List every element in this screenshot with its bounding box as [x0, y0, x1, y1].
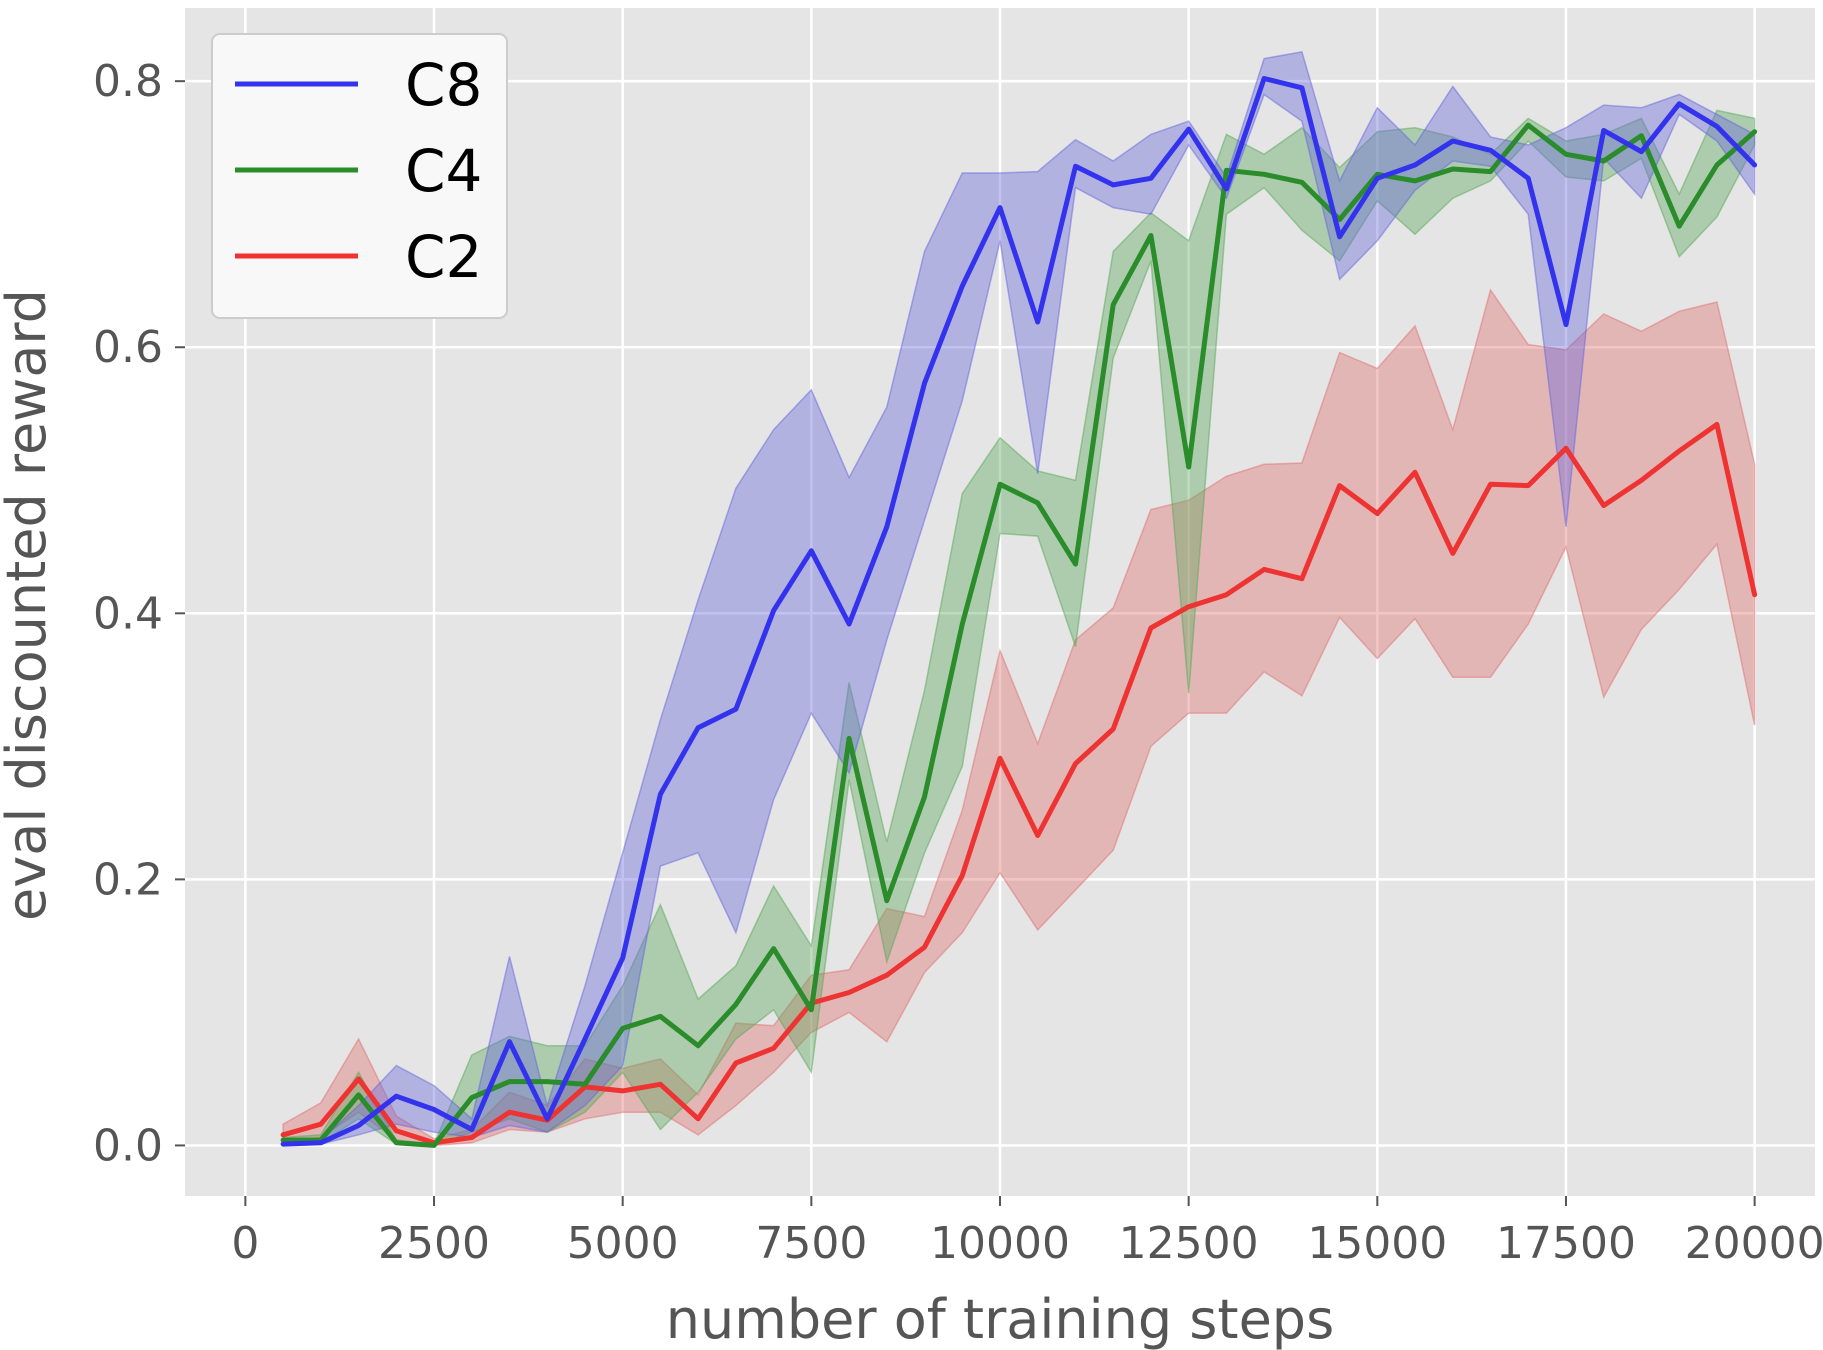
- y-tick-label: 0.0: [93, 1120, 163, 1171]
- legend: C8 C4 C2: [211, 33, 508, 319]
- x-tick-label: 0: [231, 1218, 259, 1269]
- x-tick-label: 20000: [1685, 1218, 1823, 1269]
- legend-label-c2: C2: [405, 223, 482, 291]
- x-tick-label: 12500: [1119, 1218, 1259, 1269]
- x-tick-label: 2500: [378, 1218, 490, 1269]
- y-axis-ticks: 0.0 0.2 0.4 0.6 0.8: [93, 56, 185, 1171]
- legend-label-c4: C4: [405, 137, 482, 205]
- band-c8: [282, 51, 1756, 1147]
- y-tick-label: 0.6: [93, 322, 163, 373]
- x-tick-label: 5000: [567, 1218, 679, 1269]
- series-lines: [280, 76, 1758, 1148]
- x-tick-label: 7500: [755, 1218, 867, 1269]
- legend-box: [211, 33, 508, 319]
- y-axis-title: eval discounted reward: [0, 289, 58, 921]
- x-tick-label: 15000: [1307, 1218, 1447, 1269]
- gridlines: [185, 8, 1815, 1196]
- series-line-c2: [280, 421, 1758, 1146]
- y-tick-label: 0.4: [93, 588, 163, 639]
- x-axis-title: number of training steps: [666, 1288, 1334, 1350]
- x-tick-label: 10000: [930, 1218, 1070, 1269]
- x-axis-ticks: 0 2500 5000 7500 10000 12500 15000 17500 20000: [231, 1196, 1823, 1269]
- series-line-c8: [280, 76, 1758, 1147]
- x-tick-label: 17500: [1496, 1218, 1636, 1269]
- y-tick-label: 0.8: [93, 56, 163, 107]
- legend-label-c8: C8: [405, 51, 482, 119]
- y-tick-label: 0.2: [93, 854, 163, 905]
